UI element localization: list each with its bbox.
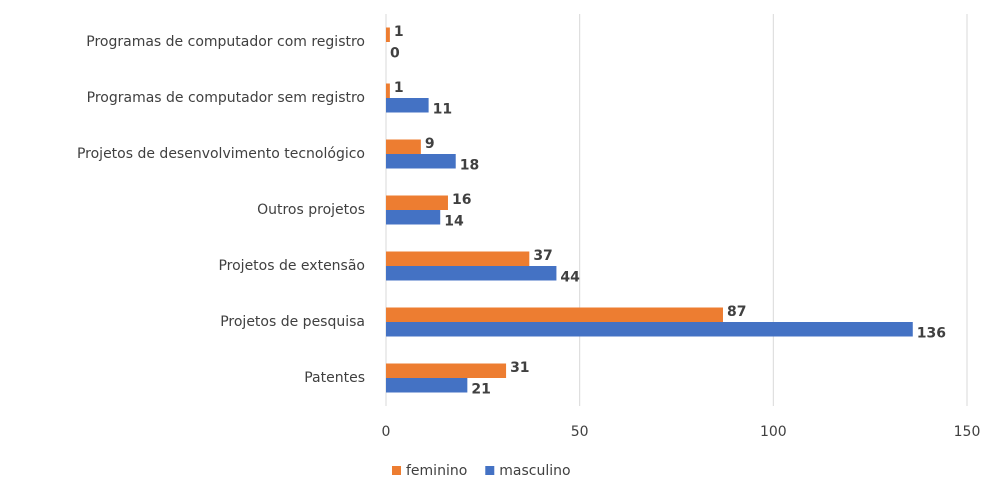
bar [386,195,448,210]
x-tick-label: 0 [382,424,391,440]
data-label: 9 [425,136,435,152]
data-label: 16 [452,192,471,208]
y-tick-label: Programas de computador sem registro [87,90,365,106]
data-label: 14 [444,213,464,229]
y-tick-label: Projetos de pesquisa [220,314,365,330]
data-label: 1 [394,24,404,40]
x-tick-label: 100 [760,424,787,440]
bar [386,98,429,113]
x-tick-label: 150 [954,424,981,440]
y-tick-label: Projetos de desenvolvimento tecnológico [77,146,365,162]
y-tick-label: Outros projetos [257,202,365,218]
data-label: 1 [394,80,404,96]
data-label: 37 [533,248,552,264]
bar [386,154,456,169]
bar [386,378,468,393]
bar [386,83,390,98]
data-label: 11 [433,101,452,117]
bar [386,27,390,42]
data-label: 44 [560,269,580,285]
data-label: 87 [727,304,746,320]
data-label: 31 [510,360,529,376]
legend-swatch [392,466,401,475]
bar [386,210,441,225]
bar [386,363,507,378]
bar [386,307,723,322]
y-tick-label: Patentes [304,370,365,386]
bar [386,139,421,154]
x-tick-label: 50 [571,424,589,440]
data-label: 0 [390,45,400,61]
bar [386,251,530,266]
data-label: 21 [471,381,490,397]
legend-swatch [485,466,495,475]
data-label: 18 [460,157,479,173]
legend-label: feminino [406,463,467,479]
data-label: 136 [917,325,946,341]
y-tick-label: Projetos de extensão [218,258,365,274]
y-tick-label: Programas de computador com registro [86,34,365,50]
bar [386,266,557,281]
legend-label: masculino [499,463,570,479]
bar [386,322,913,337]
